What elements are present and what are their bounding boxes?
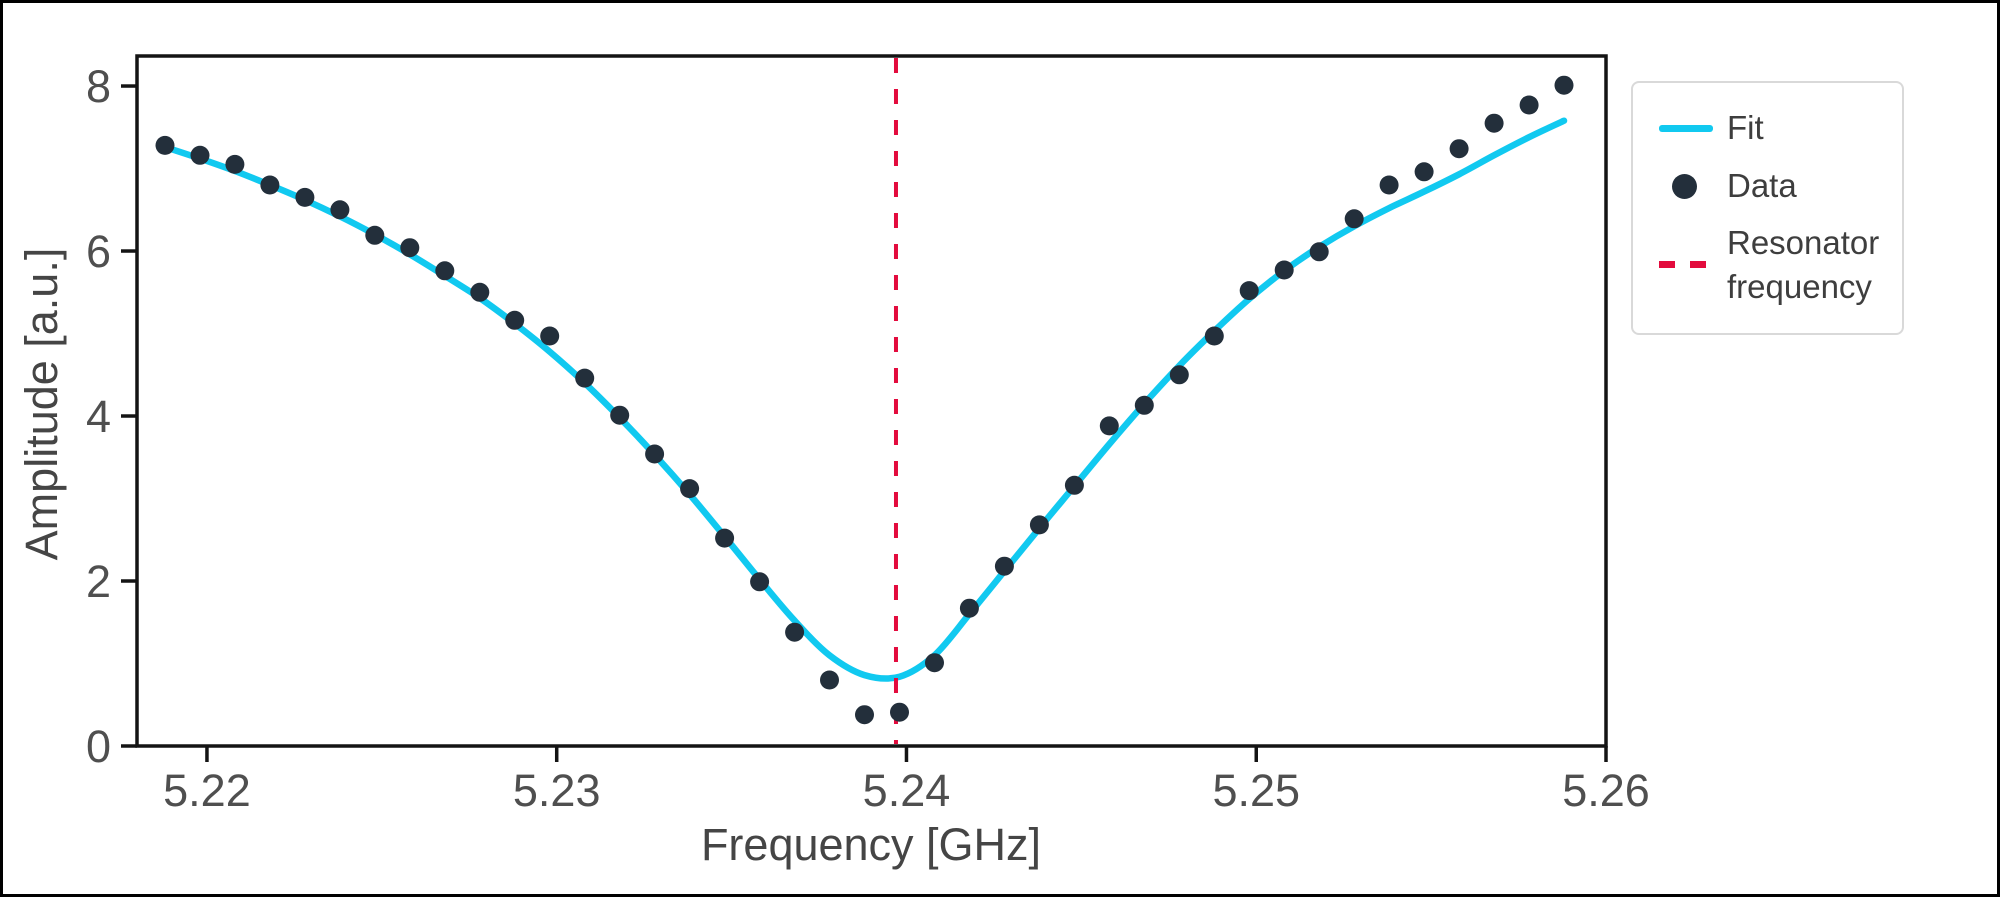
data-point: [190, 145, 210, 165]
data-point: [505, 310, 525, 330]
legend-item-resonator-frequency: Resonator frequency: [1659, 221, 1884, 308]
data-point: [890, 702, 909, 722]
legend-item-data: Data: [1659, 163, 1884, 209]
data-point: [435, 261, 455, 281]
data-point: [645, 444, 665, 464]
data-point: [400, 238, 420, 258]
legend-item-fit: Fit: [1659, 105, 1884, 151]
x-tick-label: 5.22: [163, 765, 251, 816]
data-point: [1449, 139, 1469, 159]
data-point: [1274, 260, 1294, 280]
data-point: [295, 187, 315, 207]
data-marker-icon: [1672, 173, 1697, 199]
data-point: [1239, 281, 1259, 301]
y-axis-label: Amplitude [a.u.]: [16, 248, 67, 561]
data-point: [855, 705, 874, 725]
data-point: [820, 670, 839, 690]
data-point: [330, 200, 350, 220]
data-point: [1309, 242, 1329, 262]
data-point: [1484, 113, 1504, 133]
y-tick-label: 2: [86, 556, 111, 607]
y-tick-label: 4: [86, 391, 111, 442]
x-axis-label: Frequency [GHz]: [701, 819, 1041, 870]
fit-line-icon: [1659, 124, 1713, 132]
data-point: [575, 368, 595, 388]
data-point: [785, 622, 805, 642]
legend-label-resonator-frequency: Resonator frequency: [1727, 224, 1880, 305]
data-point: [610, 405, 630, 425]
data-point: [540, 326, 560, 346]
fit-line: [161, 117, 1568, 682]
y-tick-label: 6: [86, 226, 111, 277]
data-point: [750, 572, 770, 592]
data-point: [1519, 95, 1539, 115]
legend-label-fit: Fit: [1727, 109, 1764, 147]
data-point: [1344, 209, 1364, 229]
axes-spines: [135, 54, 1608, 748]
data-point: [155, 135, 175, 155]
data-point: [1414, 162, 1434, 182]
data-point: [994, 556, 1014, 576]
data-point: [1379, 175, 1399, 195]
data-point: [1554, 75, 1574, 95]
resonator-dashed-line-icon: [1659, 261, 1706, 269]
data-point: [1064, 475, 1084, 495]
x-tick-label: 5.23: [513, 765, 601, 816]
x-tick-label: 5.24: [863, 765, 951, 816]
y-tick-label: 0: [86, 721, 111, 772]
x-tick-label: 5.25: [1212, 765, 1300, 816]
data-point: [680, 479, 700, 499]
y-tick-label: 8: [86, 61, 111, 112]
data-point: [1029, 515, 1049, 535]
data-point: [925, 653, 944, 673]
legend: Fit Data Resonator frequency: [1631, 81, 1904, 335]
data-point: [260, 175, 280, 195]
data-point: [1204, 326, 1224, 346]
data-point: [1169, 365, 1189, 385]
data-point: [715, 528, 735, 548]
legend-label-data: Data: [1727, 167, 1797, 205]
data-point: [365, 225, 385, 245]
x-tick-label: 5.26: [1562, 765, 1650, 816]
data-point: [470, 282, 490, 302]
chart-canvas: 5.22 5.23 5.24 5.25 5.26 0 2 4 6 8 Frequency [GHz…: [16, 54, 1650, 870]
data-point: [959, 598, 979, 618]
data-point: [1099, 416, 1119, 436]
data-point: [225, 154, 245, 174]
data-point: [1134, 395, 1154, 415]
